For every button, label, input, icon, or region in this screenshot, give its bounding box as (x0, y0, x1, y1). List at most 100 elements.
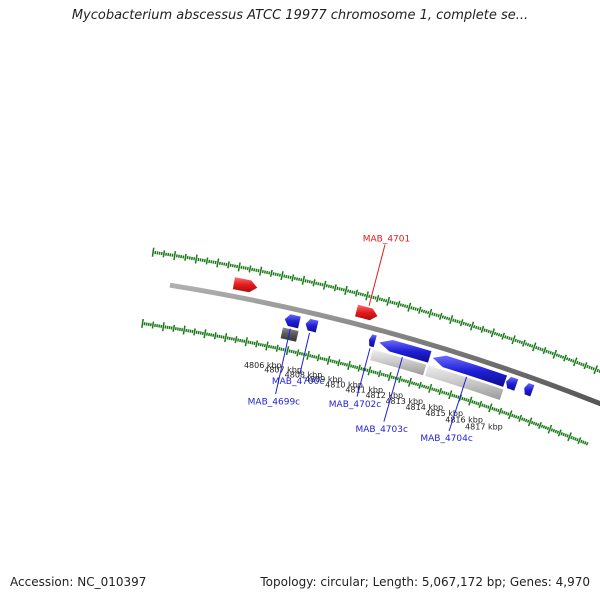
inner-tick (424, 385, 428, 389)
outer-tick (480, 325, 485, 333)
outer-tick (403, 304, 407, 308)
outer-tick (308, 280, 311, 284)
outer-tick (447, 317, 451, 321)
reverse-gene-arrow[interactable] (284, 314, 301, 329)
inner-tick (438, 387, 442, 396)
outer-tick (385, 299, 388, 303)
outer-tick (376, 294, 380, 303)
inner-tick (347, 360, 351, 371)
outer-tick (416, 307, 419, 312)
reverse-gene-arrow[interactable] (524, 383, 535, 397)
gene-label[interactable]: MAB_4699c (248, 397, 301, 407)
inner-tick (493, 407, 496, 411)
inner-tick (527, 417, 533, 427)
inner-tick (542, 425, 546, 429)
inner-tick (576, 438, 579, 442)
reverse-gene-arrow[interactable] (432, 355, 508, 387)
reverse-gene-arrow[interactable] (368, 334, 377, 348)
outer-tick (240, 265, 243, 269)
outer-tick (454, 319, 457, 323)
gene-label-leader (299, 332, 310, 375)
inner-tick (141, 318, 144, 329)
inner-tick (239, 338, 242, 343)
inner-tick (404, 379, 408, 383)
outer-tick (225, 262, 228, 267)
inner-tick (265, 341, 269, 351)
reverse-gene-arrow[interactable] (379, 339, 432, 363)
inner-tick (526, 419, 530, 423)
forward-gene-arrow[interactable] (232, 277, 258, 293)
outer-tick (508, 336, 511, 340)
inner-tick (270, 345, 273, 349)
gene-label[interactable]: MAB_4700c (272, 377, 325, 387)
inner-tick (362, 367, 365, 371)
inner-tick (552, 429, 556, 433)
reverse-gene-arrow[interactable] (305, 318, 319, 333)
inner-tick (323, 357, 326, 361)
inner-tick (197, 331, 200, 335)
outer-tick (173, 250, 177, 261)
inner-tick (540, 424, 544, 428)
outer-tick (203, 258, 206, 263)
gene-label[interactable]: MAB_4702c (329, 400, 382, 410)
outer-tick (210, 260, 213, 264)
inner-tick (300, 352, 304, 356)
inner-tick (343, 362, 347, 367)
inner-tick (431, 387, 434, 391)
inner-tick (244, 337, 248, 347)
inner-tick (376, 371, 379, 375)
inner-tick (488, 403, 493, 413)
inner-tick (448, 390, 453, 400)
outer-tick (289, 275, 292, 280)
gene-label[interactable]: MAB_4704c (420, 434, 473, 444)
inner-tick (272, 345, 275, 349)
outer-tick (201, 258, 204, 262)
outer-tick (353, 290, 356, 295)
gene-label-leader (275, 328, 291, 395)
reverse-gene-arrow[interactable] (506, 376, 519, 391)
inner-tick (478, 400, 483, 409)
inner-tick (185, 328, 188, 333)
outer-tick (406, 304, 409, 309)
outer-tick (395, 302, 398, 306)
inner-tick (534, 422, 538, 426)
inner-tick (566, 434, 569, 438)
inner-tick (461, 396, 464, 401)
inner-tick (278, 347, 281, 351)
outer-tick (469, 321, 475, 331)
inner-tick (288, 349, 291, 353)
outer-tick (445, 316, 449, 320)
outer-tick (596, 368, 599, 373)
inner-tick (259, 343, 262, 347)
outer-tick (342, 288, 345, 292)
outer-tick (410, 306, 413, 310)
inner-tick (161, 322, 165, 332)
outer-tick (468, 323, 472, 328)
inner-tick (315, 355, 318, 359)
outer-tick (357, 291, 360, 296)
outer-tick (349, 289, 352, 294)
outer-tick (365, 291, 369, 301)
gene-label[interactable]: MAB_4703c (355, 425, 408, 435)
outer-tick (321, 283, 324, 287)
outer-tick (162, 250, 166, 258)
inner-tick (243, 339, 246, 343)
outer-tick (216, 258, 220, 268)
outer-tick (295, 277, 299, 281)
outer-tick (293, 276, 296, 281)
outer-tick (274, 272, 277, 276)
outer-tick (391, 300, 394, 305)
outer-tick (354, 289, 359, 297)
inner-tick (560, 432, 563, 436)
inner-tick (333, 360, 336, 364)
outer-tick (412, 306, 415, 311)
outer-tick (555, 353, 559, 357)
tick-label: 4812 kbp (365, 391, 403, 400)
gene-label[interactable]: MAB_4701 (363, 234, 411, 244)
outer-tick (578, 361, 581, 366)
forward-gene-arrow[interactable] (355, 304, 378, 321)
inner-tick (356, 365, 359, 370)
inner-tick (447, 392, 450, 396)
outer-tick (452, 318, 455, 322)
outer-tick (552, 349, 558, 359)
